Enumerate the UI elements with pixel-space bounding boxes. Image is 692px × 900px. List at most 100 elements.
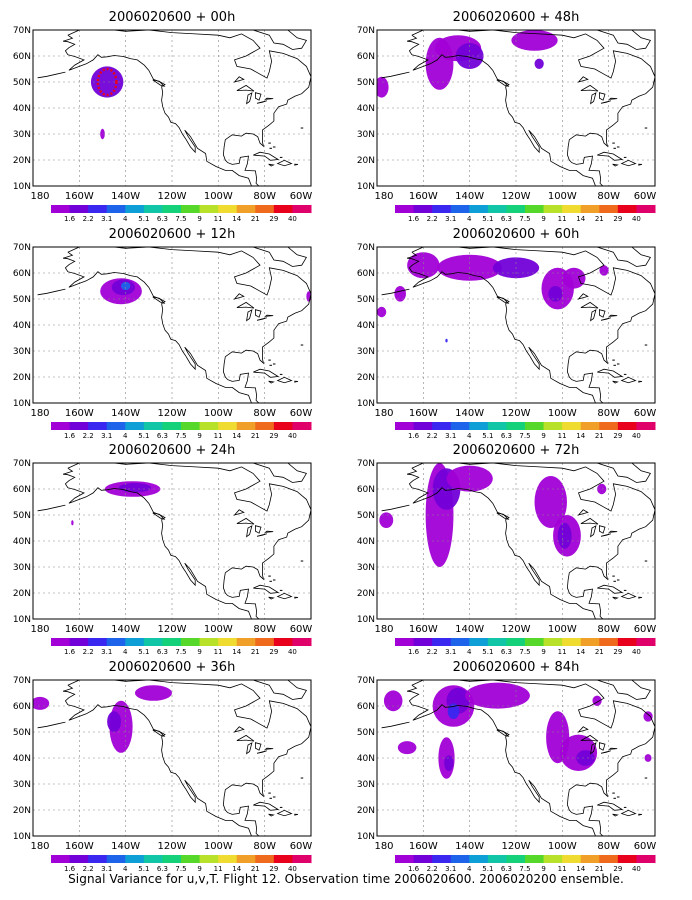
colorbar-label: 2.2 — [83, 432, 94, 440]
coast-hispaniola — [276, 159, 293, 167]
coast-island — [269, 147, 272, 149]
y-tick-label: 60N — [357, 485, 375, 495]
coast-island — [616, 146, 620, 148]
variance-blob — [100, 128, 105, 140]
colorbar-label: 29 — [613, 865, 622, 873]
coast-lake — [256, 317, 267, 321]
colorbar-label: 1.6 — [408, 215, 420, 223]
y-tick-label: 50N — [13, 295, 31, 305]
map-panel: 2006020600 + 00h 10N 20N 30N 40N 50N 60N 70N 180… — [13, 10, 313, 223]
map-panel: 2006020600 + 72h 10N 20N 30N 40N 50N 60N 70N 180… — [357, 443, 657, 656]
variance-blob — [599, 265, 609, 276]
coast-vancouver-island — [152, 729, 166, 738]
x-tick-label: 140W — [455, 624, 484, 635]
x-tick-label: 100W — [548, 841, 577, 852]
colorbar-label: 14 — [576, 215, 585, 223]
colorbar-label: 29 — [613, 648, 622, 656]
x-tick-label: 180 — [374, 191, 393, 202]
coast-baffin — [596, 247, 652, 267]
map-frame — [376, 246, 656, 404]
colorbar-label: 3.1 — [445, 648, 456, 656]
colorbar-swatch — [273, 855, 293, 863]
colorbar-swatch — [562, 638, 582, 646]
coast-island — [279, 589, 283, 591]
coast-north-america — [406, 30, 655, 186]
x-tick-label: 160W — [65, 191, 94, 202]
coast-cuba — [253, 584, 280, 594]
colorbar-label: 29 — [613, 215, 622, 223]
colorbar-label: 40 — [288, 215, 297, 223]
x-tick-label: 120W — [502, 624, 531, 635]
y-tick-label: 40N — [13, 104, 31, 114]
colorbar-swatch — [162, 855, 182, 863]
coast-island — [612, 792, 615, 794]
coast-cuba — [597, 151, 624, 161]
map-area — [377, 247, 655, 403]
variance-blob — [394, 286, 406, 302]
colorbar-swatch — [88, 422, 108, 430]
colorbar-label: 11 — [214, 432, 223, 440]
variance-blob — [383, 690, 403, 712]
y-tick-label: 20N — [13, 806, 31, 816]
coast-island — [616, 796, 620, 798]
y-tick-label: 50N — [13, 511, 31, 521]
coast-jamaica — [268, 813, 275, 817]
x-tick-label: 80W — [597, 624, 620, 635]
x-tick-label: 60W — [634, 841, 657, 852]
colorbar-label: 7.5 — [519, 648, 530, 656]
colorbar-label: 5.1 — [482, 215, 493, 223]
x-tick-label: 180 — [30, 408, 49, 419]
coast-island — [644, 560, 648, 562]
y-tick-label: 30N — [13, 780, 31, 790]
map-panel: 2006020600 + 84h 10N 20N 30N 40N 50N 60N 70N 180… — [357, 660, 657, 873]
coast-jamaica — [268, 380, 275, 384]
colorbar-swatch — [88, 855, 108, 863]
colorbar-label: 14 — [232, 215, 241, 223]
map-panel: 2006020600 + 48h 10N 20N 30N 40N 50N 60N 70N 180… — [357, 10, 657, 223]
colorbar-label: 11 — [558, 215, 567, 223]
coast-puerto-rico — [294, 380, 299, 383]
coast-north-america — [406, 247, 655, 403]
colorbar-swatch — [487, 855, 507, 863]
colorbar-label: 21 — [251, 648, 260, 656]
x-tick-label: 80W — [253, 408, 276, 419]
y-tick-label: 50N — [357, 78, 375, 88]
colorbar-label: 1.6 — [408, 648, 420, 656]
coast-lake — [236, 84, 255, 92]
colorbar-swatch — [181, 638, 201, 646]
colorbar-label: 6.3 — [157, 215, 168, 223]
coast-lake — [580, 517, 599, 525]
coast-cuba — [597, 801, 624, 811]
map-frame — [32, 462, 312, 620]
colorbar-label: 7.5 — [519, 215, 530, 223]
coast-baffin — [252, 30, 308, 50]
coast-island — [644, 127, 648, 129]
y-tick-label: 20N — [357, 156, 375, 166]
colorbar-swatch — [143, 422, 163, 430]
colorbar-swatch — [236, 638, 256, 646]
colorbar-label: 21 — [595, 432, 604, 440]
coast-lake — [264, 530, 274, 533]
colorbar-label: 29 — [613, 432, 622, 440]
variance-blob — [121, 281, 131, 291]
colorbar-swatch — [395, 855, 415, 863]
y-tick-label: 60N — [13, 269, 31, 279]
coast-vancouver-island — [496, 296, 510, 305]
coast-lake — [590, 742, 597, 755]
colorbar-swatch — [469, 205, 489, 213]
map-frame — [376, 679, 656, 837]
coast-baffin — [252, 680, 308, 700]
colorbar-label: 1.6 — [64, 215, 76, 223]
colorbar-swatch — [51, 205, 71, 213]
x-tick-label: 160W — [65, 408, 94, 419]
colorbar-label: 40 — [632, 865, 641, 873]
colorbar-swatch — [181, 422, 201, 430]
colorbar-swatch — [580, 422, 600, 430]
colorbar-label: 6.3 — [501, 648, 512, 656]
coast-lake — [233, 293, 245, 300]
colorbar-label: 40 — [288, 865, 297, 873]
coast-lake — [577, 509, 589, 516]
colorbar-label: 5.1 — [138, 865, 149, 873]
colorbar-swatch — [218, 855, 238, 863]
colorbar-label: 4 — [467, 865, 472, 873]
